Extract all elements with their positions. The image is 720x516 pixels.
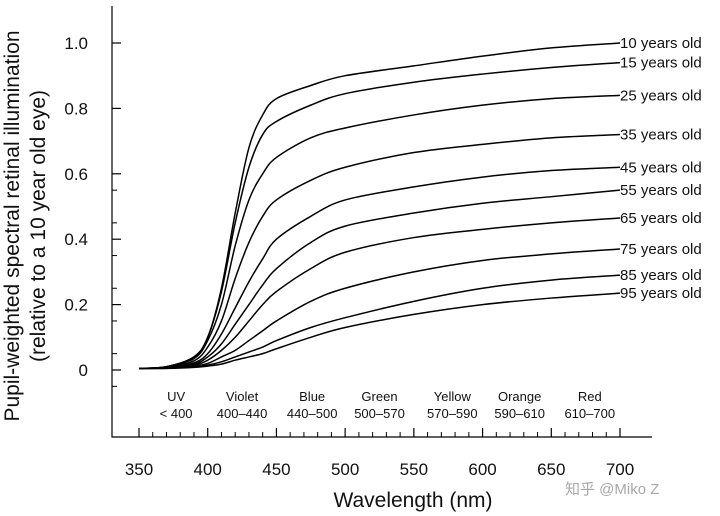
spectral-bands: UV < 400 Violet 400–440 Blue 440–500 Green 500–… <box>160 389 615 421</box>
series-label: 85 years old <box>620 267 702 284</box>
x-tick-label: 500 <box>331 460 359 479</box>
y-tick-label: 0 <box>79 361 88 380</box>
y-tick-label: 0.4 <box>64 230 88 249</box>
series-label: 65 years old <box>620 210 702 227</box>
series-line <box>138 189 621 370</box>
y-tick-label: 0.8 <box>64 99 88 118</box>
x-tick-label: 700 <box>606 460 634 479</box>
series-line <box>138 166 621 370</box>
series-line <box>138 217 621 370</box>
band-name: Green <box>361 389 397 404</box>
x-tick-label: 650 <box>537 460 565 479</box>
series-label: 15 years old <box>620 55 702 72</box>
y-axis-title-line1: Pupil-weighted spectral retinal illumina… <box>1 30 24 421</box>
y-axis-title-line2: (relative to a 10 year old eye) <box>27 90 50 362</box>
band-range: 570–590 <box>427 406 478 421</box>
series-label: 10 years old <box>620 35 702 52</box>
band-range: 590–610 <box>494 406 545 421</box>
series-line <box>138 292 621 370</box>
y-tick-label: 0.6 <box>64 165 88 184</box>
x-tick-label: 550 <box>400 460 428 479</box>
series-line <box>138 133 621 370</box>
series-label: 55 years old <box>620 182 702 199</box>
band-range: 500–570 <box>354 406 405 421</box>
band-name: Violet <box>226 389 259 404</box>
band-range: < 400 <box>160 406 193 421</box>
x-tick-label: 400 <box>194 460 222 479</box>
axis-frame <box>111 6 652 438</box>
series-label: 45 years old <box>620 159 702 176</box>
band-name: Red <box>578 389 602 404</box>
band-name: Orange <box>498 389 541 404</box>
series-lines <box>138 42 621 370</box>
band-name: UV <box>167 389 185 404</box>
series-label: 35 years old <box>620 127 702 144</box>
series-line <box>138 61 621 370</box>
series-line <box>138 248 621 370</box>
y-tick-label: 1.0 <box>64 34 88 53</box>
axes: 0 0.2 0.4 0.6 0.8 1.0 350 400 450 500 550 600 650 700 <box>64 6 652 479</box>
band-range: 610–700 <box>564 406 615 421</box>
band-name: Yellow <box>434 389 472 404</box>
band-name: Blue <box>299 389 325 404</box>
series-label: 75 years old <box>620 241 702 258</box>
series-label: 25 years old <box>620 87 702 104</box>
x-tick-label: 600 <box>468 460 496 479</box>
series-line <box>138 42 621 370</box>
x-tick-label: 350 <box>125 460 153 479</box>
series-label: 95 years old <box>620 285 702 302</box>
watermark: 知乎 @Miko Z <box>565 481 659 498</box>
series-labels: 10 years old 15 years old 25 years old 35 y… <box>620 35 702 302</box>
x-tick-label: 450 <box>262 460 290 479</box>
x-axis-title: Wavelength (nm) <box>333 489 492 512</box>
y-tick-label: 0.2 <box>64 296 88 315</box>
band-range: 440–500 <box>287 406 338 421</box>
band-range: 400–440 <box>217 406 268 421</box>
series-line <box>138 94 621 370</box>
